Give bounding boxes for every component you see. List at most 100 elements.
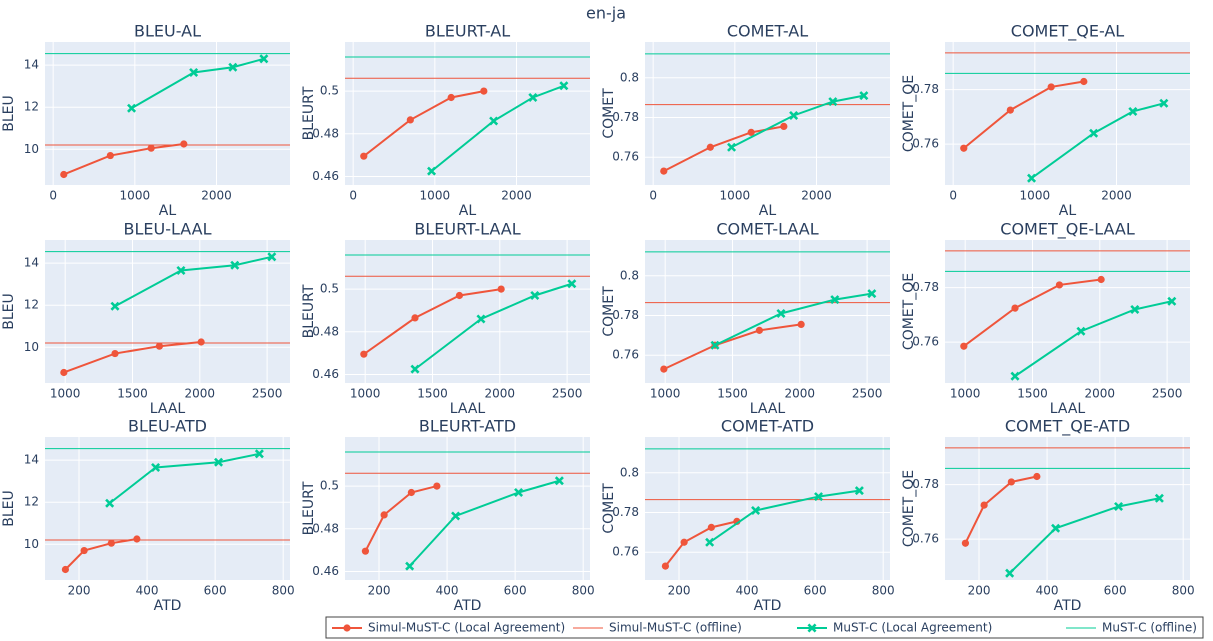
x-tick-label: 2000 xyxy=(1101,189,1132,203)
x-axis-title: LAAL xyxy=(450,401,486,417)
series-line xyxy=(363,288,502,356)
y-tick-label: 0.76 xyxy=(912,137,939,151)
x-tick-label: 2000 xyxy=(785,387,816,401)
y-tick-label: 0.8 xyxy=(620,268,639,282)
x-axis-title: LAAL xyxy=(150,401,186,417)
marker-x xyxy=(554,476,564,486)
chart-title: COMET-AL xyxy=(727,22,808,41)
marker-x xyxy=(854,486,864,496)
marker-circle xyxy=(1007,478,1015,486)
marker-circle xyxy=(147,144,155,152)
marker-circle xyxy=(106,151,114,160)
marker-x xyxy=(514,487,524,498)
legend-marker xyxy=(343,624,351,632)
y-tick-label: 12 xyxy=(24,298,39,312)
marker-x xyxy=(489,116,499,126)
marker-x xyxy=(451,511,461,521)
marker-x xyxy=(176,265,186,276)
x-tick-label: 2500 xyxy=(252,387,283,401)
marker-circle xyxy=(706,143,714,151)
x-tick-label: 400 xyxy=(436,584,459,598)
marker-x xyxy=(127,103,137,113)
series-line xyxy=(364,485,438,552)
y-tick-label: 10 xyxy=(24,537,39,551)
x-tick-label: 2500 xyxy=(1152,387,1183,401)
x-tick-label: 200 xyxy=(368,584,391,598)
x-axis-title: LAAL xyxy=(1050,401,1086,417)
y-tick-label: 10 xyxy=(24,142,39,156)
marker-circle xyxy=(406,116,414,124)
marker-x xyxy=(1154,493,1164,503)
y-tick-label: 0.78 xyxy=(912,477,939,491)
y-tick-label: 12 xyxy=(24,495,39,509)
marker-x xyxy=(151,462,161,473)
x-tick-label: 800 xyxy=(1172,584,1195,598)
marker-circle xyxy=(447,93,455,102)
x-tick-label: 1000 xyxy=(420,189,451,203)
x-tick-label: 1000 xyxy=(950,387,981,401)
marker-x xyxy=(1076,326,1086,336)
y-tick-label: 14 xyxy=(24,256,39,270)
marker-circle xyxy=(1080,77,1088,86)
y-tick-label: 0.48 xyxy=(312,126,339,140)
plot-area xyxy=(645,42,890,185)
marker-circle xyxy=(360,350,368,358)
marker-circle xyxy=(780,122,788,131)
plot-area xyxy=(45,437,290,580)
marker-x xyxy=(705,537,715,547)
marker-circle xyxy=(960,342,968,350)
x-tick-label: 2000 xyxy=(485,387,516,401)
x-axis-title: ATD xyxy=(154,598,182,614)
series-line xyxy=(114,255,273,308)
marker-circle xyxy=(360,152,368,160)
marker-circle xyxy=(455,291,464,300)
series-line xyxy=(63,340,202,374)
marker-x xyxy=(530,290,540,301)
y-tick-label: 0.76 xyxy=(912,532,939,546)
x-tick-label: 0 xyxy=(49,189,57,203)
y-tick-label: 0.48 xyxy=(312,521,339,535)
marker-x xyxy=(859,91,869,101)
plot-area xyxy=(945,240,1190,383)
y-tick-label: 0.78 xyxy=(912,82,939,96)
marker-x xyxy=(228,62,238,72)
marker-circle xyxy=(133,535,141,543)
plot-area xyxy=(45,240,290,383)
marker-x xyxy=(105,498,115,508)
y-tick-label: 0.48 xyxy=(312,324,339,338)
y-tick-label: 0.76 xyxy=(612,545,639,559)
marker-circle xyxy=(155,342,164,350)
x-tick-label: 1000 xyxy=(120,189,151,203)
marker-circle xyxy=(680,538,688,546)
x-axis-title: ATD xyxy=(1054,598,1082,614)
marker-circle xyxy=(480,87,488,95)
plot-area xyxy=(345,437,590,580)
chart-title: BLEURT-LAAL xyxy=(414,220,520,239)
x-tick-label: 1000 xyxy=(50,387,81,401)
chart-title: COMET-ATD xyxy=(721,417,814,436)
y-axis-title: BLEU xyxy=(1,293,17,330)
x-axis-title: AL xyxy=(159,203,177,219)
plot-area xyxy=(45,42,290,185)
marker-x xyxy=(405,561,415,571)
series-line xyxy=(363,90,485,157)
plot-area xyxy=(345,240,590,383)
marker-circle xyxy=(747,128,755,136)
x-axis-title: LAAL xyxy=(750,401,786,417)
series-line xyxy=(131,57,265,110)
marker-x xyxy=(189,67,199,78)
y-tick-label: 0.5 xyxy=(320,282,339,296)
x-tick-label: 2000 xyxy=(801,189,832,203)
y-tick-label: 0.8 xyxy=(620,70,639,84)
marker-x xyxy=(267,252,277,262)
marker-x xyxy=(410,364,420,374)
y-tick-label: 0.78 xyxy=(912,280,939,294)
y-axis-title: BLEURT xyxy=(301,481,317,535)
y-tick-label: 0.76 xyxy=(912,335,939,349)
marker-circle xyxy=(1033,472,1041,481)
chart-title: COMET_QE-LAAL xyxy=(1000,220,1135,240)
y-tick-label: 0.78 xyxy=(612,110,639,124)
marker-x xyxy=(1010,371,1020,381)
y-axis-title: BLEU xyxy=(1,95,17,132)
